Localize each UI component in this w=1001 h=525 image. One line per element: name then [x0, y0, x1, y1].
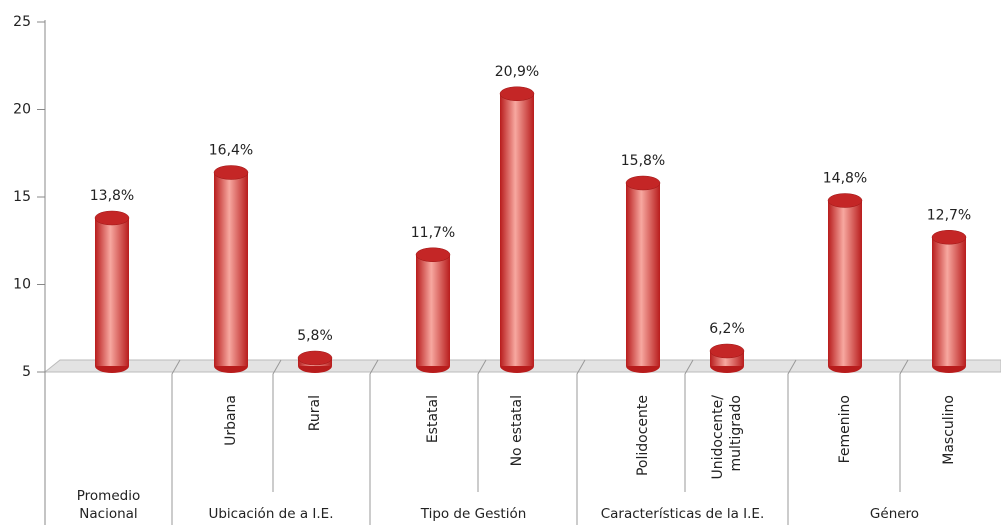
bar-top	[213, 165, 249, 180]
bar-top	[709, 343, 745, 359]
x-tick-label: Estatal	[425, 395, 441, 444]
value-label: 11,7%	[411, 225, 455, 241]
x-tick-label: Rural	[307, 395, 323, 432]
group-divider	[171, 359, 181, 525]
y-tick-label: 5	[22, 364, 31, 380]
y-tick-label: 10	[13, 277, 31, 293]
bar	[500, 93, 534, 366]
y-tick-label: 15	[13, 189, 31, 205]
x-tick-label: Urbana	[223, 395, 239, 446]
group-label: Características de la I.E.	[600, 506, 765, 522]
sub-divider	[272, 359, 282, 492]
sub-divider	[684, 359, 694, 492]
bar	[932, 237, 966, 366]
group-label: Tipo de Gestión	[420, 506, 527, 522]
group-label: Ubicación de a I.E.	[208, 506, 334, 522]
x-tick-label: No estatal	[509, 395, 525, 467]
bar	[828, 200, 862, 366]
value-label: 5,8%	[297, 328, 333, 344]
value-label: 15,8%	[621, 153, 665, 169]
bar	[626, 183, 660, 366]
bar	[95, 218, 129, 366]
y-tick-label: 20	[13, 102, 31, 118]
sub-divider	[477, 359, 487, 492]
bar-top	[297, 350, 333, 366]
x-tick-label: Femenino	[837, 395, 853, 464]
value-label: 16,4%	[209, 143, 253, 159]
group-divider	[576, 359, 586, 525]
value-label: 20,9%	[495, 64, 539, 80]
x-tick-label: Masculino	[941, 395, 957, 465]
y-tick-label: 25	[13, 14, 31, 30]
value-label: 6,2%	[709, 321, 745, 337]
value-label: 12,7%	[927, 207, 971, 223]
bar	[416, 254, 450, 366]
bar	[214, 172, 248, 366]
value-label: 13,8%	[90, 188, 134, 204]
x-tick-label: Unidocente/ multigrado	[710, 395, 744, 480]
group-divider	[787, 359, 797, 525]
group-label: Promedio Nacional	[76, 488, 141, 522]
group-divider	[369, 359, 379, 525]
group-label: Género	[869, 506, 920, 522]
value-label: 14,8%	[823, 171, 867, 187]
bar-top	[94, 210, 130, 226]
bar-top	[931, 230, 967, 245]
bar-top	[499, 86, 535, 101]
x-tick-label: Polidocente	[635, 395, 651, 477]
bar-top	[415, 247, 451, 262]
bar-top	[625, 175, 661, 191]
bar-top	[827, 193, 863, 208]
sub-divider	[899, 359, 909, 492]
